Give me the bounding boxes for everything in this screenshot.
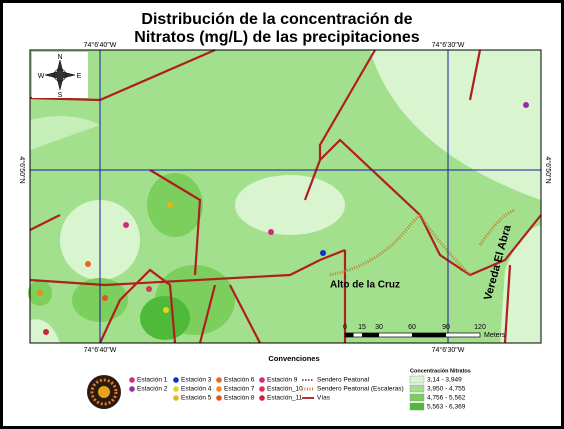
zone-low [500, 225, 541, 343]
scale-tick: 0 [343, 324, 347, 331]
title-line: Nitratos (mg/L) de las precipitaciones [134, 29, 420, 46]
legend-line-label[interactable]: Vías [317, 395, 331, 402]
zone-highest [140, 296, 190, 340]
legend-station-label[interactable]: Estación 3 [181, 377, 212, 384]
coord-label: 74°6'40"W [84, 346, 117, 354]
scale-tick: 120 [474, 324, 486, 331]
legend-station-symbol [259, 395, 265, 401]
place-label: Alto de la Cruz [330, 280, 400, 291]
station-point[interactable] [320, 250, 326, 256]
legend-station-label[interactable]: Estación 6 [224, 377, 255, 384]
legend-swatch [409, 402, 425, 411]
zone-high [147, 173, 203, 237]
legend-station-label[interactable]: Estación 2 [137, 386, 168, 393]
coord-label: 4°6'50"N [18, 156, 26, 183]
station-point[interactable] [163, 307, 169, 313]
coord-label: 74°6'40"W [84, 41, 117, 49]
legend-line-label[interactable]: Sendero Peatonal [317, 377, 370, 384]
legend-station-symbol [216, 386, 222, 392]
legend-station-symbol [216, 395, 222, 401]
zone-low [235, 175, 345, 235]
legend-class[interactable]: 4,756 - 5,562 [427, 395, 466, 402]
legend-swatch [409, 375, 425, 384]
legend-station-label[interactable]: Estación 4 [181, 386, 212, 393]
station-point[interactable] [523, 102, 529, 108]
scale-tick: 15 [358, 324, 366, 331]
legend-station-label[interactable]: Estación 1 [137, 377, 168, 384]
emblem-rays [90, 378, 118, 406]
legend-station-label[interactable]: Estación 5 [181, 395, 212, 402]
legend-class[interactable]: 3,950 - 4,755 [427, 386, 466, 393]
compass-e: E [77, 73, 82, 80]
compass-s: S [58, 92, 63, 99]
coord-label: 74°6'30"W [432, 346, 465, 354]
compass-star [44, 59, 76, 91]
legend-station-label[interactable]: Estación 7 [224, 386, 255, 393]
compass: N S E W [32, 52, 88, 99]
legend-station-label[interactable]: Estación 9 [267, 377, 298, 384]
legend-station-label[interactable]: Estación_10 [267, 386, 303, 393]
legend: Convenciones Estación 1 Estación 2 Estació… [87, 354, 471, 411]
legend-class[interactable]: 3,14 - 3,949 [427, 377, 462, 384]
map-frame [29, 49, 542, 344]
compass-w: W [38, 73, 45, 80]
emblem-core [98, 386, 110, 398]
legend-station-symbol [259, 377, 265, 383]
legend-station-symbol [216, 377, 222, 383]
legend-class[interactable]: 5,563 - 6,369 [427, 404, 466, 411]
station-point[interactable] [123, 222, 129, 228]
station-point[interactable] [85, 261, 91, 267]
legend-station-label[interactable]: Estación 8 [224, 395, 255, 402]
station-point[interactable] [102, 295, 108, 301]
legend-station-label[interactable]: Estación_11 [267, 395, 303, 402]
compass-ring [53, 68, 67, 82]
legend-station-symbol [259, 386, 265, 392]
legend-station-symbol [129, 386, 135, 392]
scale-tick: 90 [442, 324, 450, 331]
scale-unit: Meters [484, 332, 506, 339]
scale-segment [412, 333, 446, 337]
stair-trail [329, 208, 516, 277]
station-point[interactable] [268, 229, 274, 235]
legend-emblem [87, 375, 121, 409]
station-point[interactable] [37, 290, 43, 296]
legend-station-symbol [173, 395, 179, 401]
station-point[interactable] [43, 329, 49, 335]
coord-label: 4°6'50"N [544, 156, 552, 183]
compass-n: N [57, 54, 62, 61]
legend-station-symbol [173, 386, 179, 392]
legend-station-symbol [173, 377, 179, 383]
zone-low [370, 50, 541, 200]
scale-tick: 30 [375, 324, 383, 331]
scale-bar: 0 15 30 60 90 120 Meters [343, 324, 506, 339]
title-line: Distribución de la concentración de [141, 11, 412, 28]
scale-segment [362, 333, 379, 337]
scale-tick: 60 [408, 324, 416, 331]
legend-line-label[interactable]: Sendero Peatonal (Escaleras) [317, 386, 404, 393]
station-point[interactable] [146, 286, 152, 292]
legend-subtitle: Concentración Nitratos [410, 368, 471, 374]
legend-swatch [409, 393, 425, 402]
scale-segment [345, 333, 354, 337]
map: N S E W Alto de la Cruz Vereda El Abra 0… [28, 48, 542, 344]
legend-swatch [409, 384, 425, 393]
coord-label: 74°6'30"W [432, 41, 465, 49]
legend-station-symbol [129, 377, 135, 383]
legend-title: Convenciones [268, 354, 319, 363]
zone-low [30, 116, 100, 150]
station-point[interactable] [167, 202, 173, 208]
